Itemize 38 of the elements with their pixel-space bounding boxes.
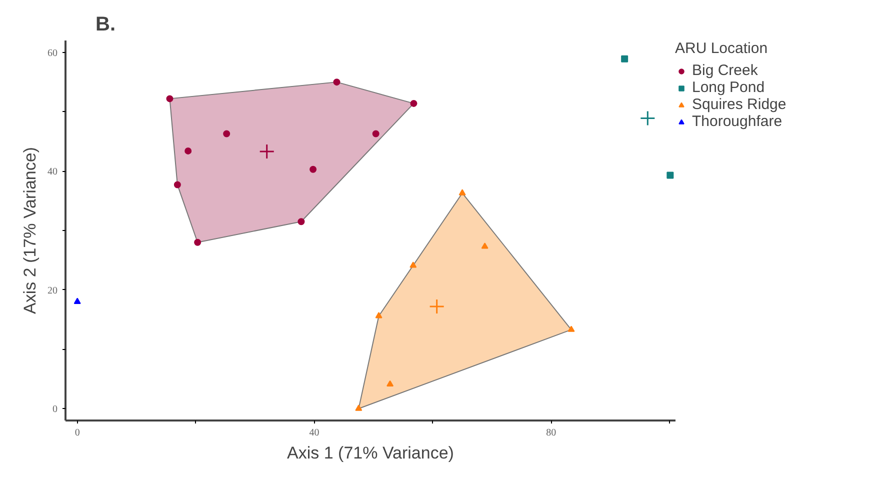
point: [166, 95, 174, 102]
chart-title: B.: [96, 14, 116, 36]
legend-label: Thoroughfare: [692, 113, 782, 130]
point: [640, 110, 656, 126]
x-axis-title: Axis 1 (71% Variance): [287, 444, 454, 462]
point: [74, 298, 81, 304]
point: [458, 189, 466, 196]
point: [259, 144, 275, 160]
point: [194, 238, 202, 246]
point: [174, 181, 181, 188]
legend-label: Long Pond: [692, 79, 765, 96]
legend-title: ARU Location: [675, 40, 769, 57]
point: [429, 298, 445, 314]
x-tick-label: 80: [546, 428, 556, 438]
x-tick-label: 40: [309, 428, 320, 438]
y-tick-label: 60: [48, 48, 58, 59]
legend-label: Squires Ridge: [692, 96, 786, 113]
point: [666, 172, 674, 179]
legend-label: Big Creek: [692, 62, 758, 79]
point: [310, 166, 317, 173]
point: [375, 312, 382, 318]
point: [355, 404, 362, 411]
y-axis-title: Axis 2 (17% Variance): [20, 147, 40, 314]
point: [568, 326, 575, 332]
y-tick-label: 0: [52, 404, 58, 416]
point: [223, 130, 230, 138]
point: [372, 130, 380, 138]
point: [184, 147, 192, 154]
point: [481, 242, 488, 249]
y-tick-label: 40: [48, 166, 58, 178]
y-tick-label: 20: [48, 285, 58, 296]
point: [386, 380, 394, 387]
point: [410, 262, 417, 268]
point: [621, 55, 628, 62]
point: [410, 100, 418, 107]
point: [333, 78, 340, 86]
x-tick-label: 0: [74, 428, 80, 438]
point: [298, 218, 305, 226]
